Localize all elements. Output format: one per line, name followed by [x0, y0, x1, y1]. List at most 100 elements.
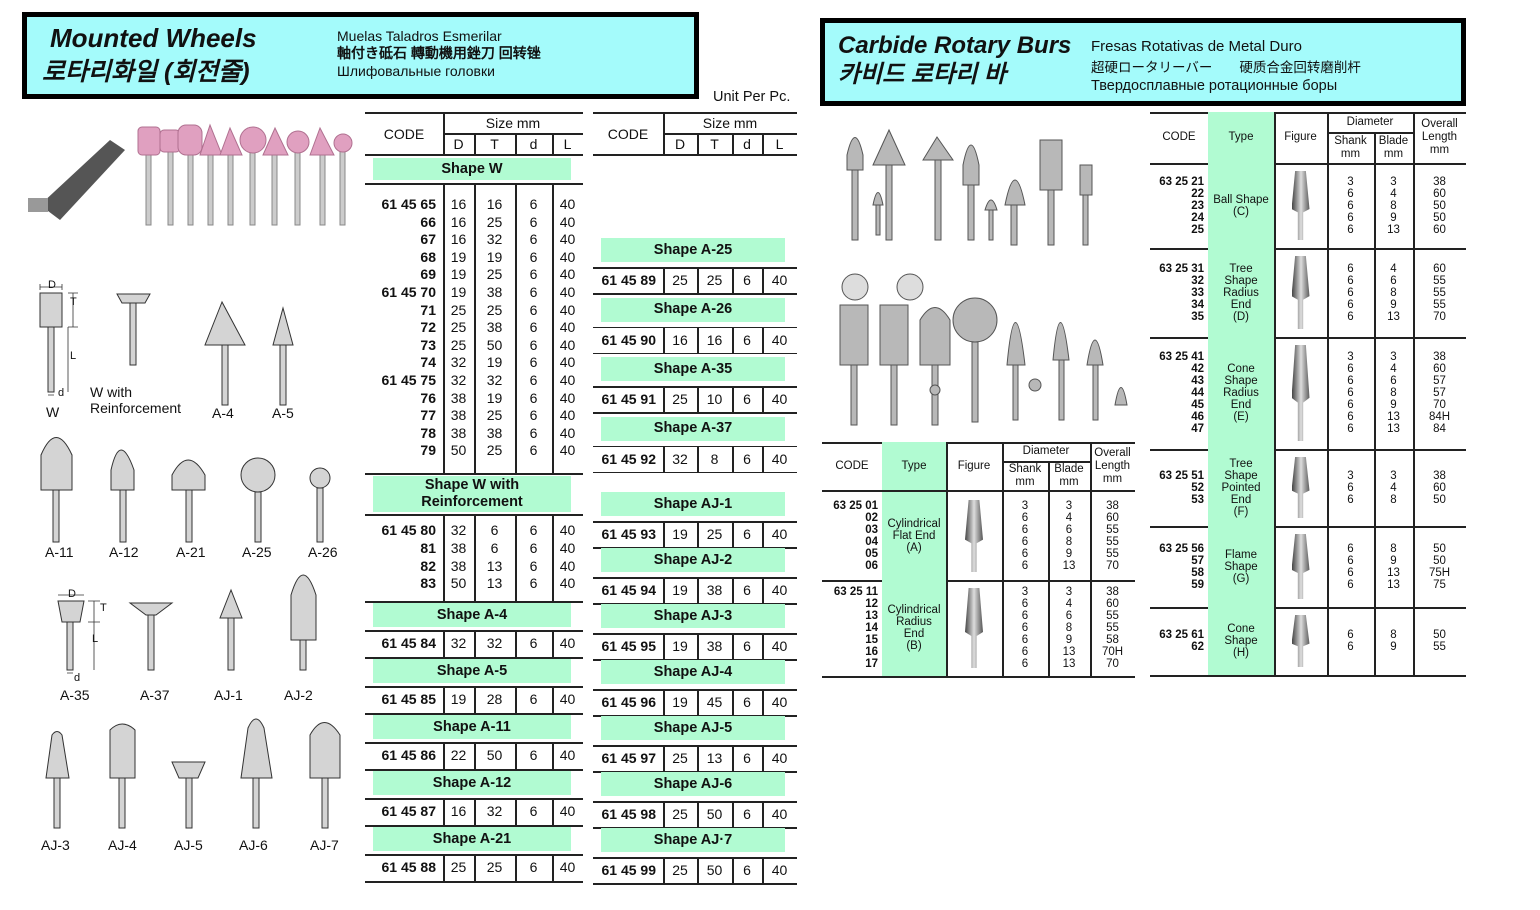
- code-column: 61 45 90: [593, 327, 663, 353]
- size-value: 6: [490, 522, 499, 539]
- size-value: 6: [529, 301, 538, 318]
- bur-code: 14: [865, 622, 878, 634]
- size-col-header: L: [563, 136, 572, 152]
- bur-type: Cone Shape Radius End (E): [1208, 337, 1274, 449]
- overall-length: 60: [1433, 187, 1446, 200]
- size-value: 40: [771, 450, 788, 467]
- carbide-burs-subtitle-ru: Твердосплавные ротационные боры: [1091, 78, 1338, 94]
- column-divider: [732, 386, 734, 412]
- mounted-wheels-subtitle-es: Muelas Taladros Esmerilar: [337, 28, 502, 44]
- bur-code: 05: [865, 548, 878, 560]
- carbide-burs-header: [820, 18, 1466, 106]
- size-value: 19: [672, 582, 688, 598]
- bur-code: 44: [1191, 387, 1204, 399]
- bur-code-column: 63 25 41 42 43 44 45 46 47: [1150, 337, 1208, 449]
- size-value: 6: [743, 750, 751, 766]
- column-divider: [443, 686, 445, 713]
- shank-diameter: 6: [1021, 622, 1029, 634]
- size-value: 25: [706, 272, 723, 288]
- bur-type: Flame Shape (G): [1208, 526, 1274, 607]
- size-column: 50: [474, 742, 515, 769]
- overall-length: 57: [1433, 387, 1446, 399]
- size-value: 6: [529, 389, 538, 406]
- code-column: 61 45 88: [365, 854, 443, 881]
- divider: [822, 580, 1135, 582]
- code-column: 61 45 87: [365, 798, 443, 825]
- divider: [593, 883, 797, 885]
- column-divider: [1274, 607, 1276, 675]
- size-value: 6: [743, 331, 751, 348]
- item-code: 72: [420, 319, 436, 336]
- blade-diameter: 8: [1390, 493, 1397, 506]
- bur-code: 22: [1191, 187, 1204, 200]
- size-col-header: T: [490, 136, 499, 152]
- overall-length-header: Overall Length mm: [1421, 118, 1458, 156]
- dimension-label: T: [100, 602, 107, 614]
- size-value: 6: [529, 747, 538, 763]
- code-header: CODE: [383, 125, 425, 142]
- bur-code: 12: [865, 598, 878, 610]
- size-value: 19: [450, 691, 467, 707]
- bur-code: 02: [865, 512, 878, 524]
- size-value: 40: [559, 371, 576, 388]
- bur-code: 46: [1191, 411, 1204, 423]
- column-divider: [1413, 607, 1415, 675]
- bur-code-column: 63 25 01 02 03 04 05 06: [822, 492, 882, 580]
- shape-band: Shape AJ-3: [601, 604, 785, 628]
- column-divider: [762, 521, 764, 547]
- blade-diameter: 9: [1390, 211, 1397, 224]
- shape-band: Shape A-26: [601, 297, 785, 322]
- shank-diameter: 6: [1347, 578, 1354, 591]
- size-column: 6: [732, 577, 762, 603]
- column-divider: [732, 445, 734, 472]
- overall-length-column: 38 60 55 55 55 70: [1090, 492, 1135, 580]
- overall-length: 50: [1433, 554, 1446, 567]
- column-divider: [515, 133, 517, 155]
- bur-code-column: 63 25 21 22 23 24 25: [1150, 163, 1208, 248]
- column-divider: [443, 112, 445, 155]
- figure-label: AJ-3: [41, 837, 70, 853]
- figure-label: A-4: [212, 405, 234, 421]
- mounted-wheels-illustrations: [28, 123, 353, 829]
- overall-length: 38: [1433, 351, 1446, 363]
- code-column: 61 45 91: [593, 386, 663, 412]
- column-divider: [515, 798, 517, 825]
- size-column: 40 40 40 40 40 40 40 40 40 40 40 40 40 40 40: [552, 183, 583, 473]
- column-divider: [515, 514, 517, 601]
- bur-code: 24: [1191, 211, 1204, 224]
- overall-length: 50: [1433, 542, 1446, 555]
- size-value: 13: [486, 575, 503, 592]
- column-divider: [1002, 580, 1004, 676]
- size-value: 40: [559, 522, 576, 539]
- size-value: 38: [450, 407, 467, 424]
- divider: [365, 713, 583, 715]
- shank-diameter: 6: [1021, 598, 1029, 610]
- size-column: 25: [663, 267, 697, 293]
- column-divider: [946, 580, 948, 676]
- code-column: 61 45 89: [593, 267, 663, 293]
- column-divider: [1327, 248, 1329, 337]
- shape-aj3-drawing: [45, 731, 70, 829]
- bur-code: 58: [1191, 566, 1204, 579]
- blade-diameter: 13: [1387, 310, 1400, 323]
- figure-header: Figure: [957, 459, 991, 472]
- shank-diameter: 6: [1347, 363, 1354, 375]
- code-column: 61 45 98: [593, 801, 663, 827]
- shape-band: Shape A-4: [373, 603, 571, 627]
- column-divider: [697, 386, 699, 412]
- figure-label: AJ-2: [284, 687, 313, 703]
- shape-band: Shape W: [373, 158, 571, 180]
- shank-diameter: 6: [1347, 310, 1354, 323]
- blade-diameter: 9: [1390, 641, 1397, 653]
- diameter-header: Diameter: [1346, 115, 1394, 128]
- carbide-burs-subtitle-ja: 超硬ロータリーバー 硬质合金回转磨削杆: [1091, 60, 1361, 75]
- size-value: 40: [771, 638, 788, 654]
- size-column: 32: [474, 630, 515, 657]
- code-header: CODE: [1162, 131, 1196, 143]
- overall-length: 60: [1433, 262, 1446, 275]
- blade-diameter-column: 3 4 6 8 9 13 13: [1374, 337, 1413, 449]
- dimension-label: d: [58, 387, 65, 399]
- divider: [593, 827, 797, 829]
- overall-length: 50: [1433, 199, 1446, 212]
